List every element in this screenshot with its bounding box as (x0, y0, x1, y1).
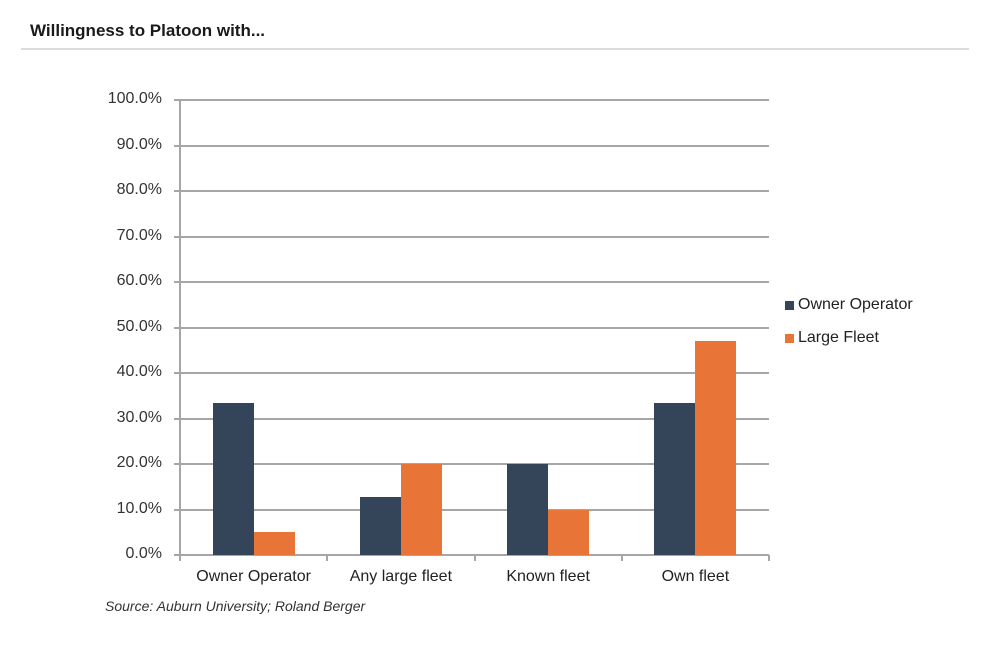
gridline (174, 281, 769, 283)
gridline (174, 235, 769, 238)
legend-item: Large Fleet (785, 329, 879, 347)
y-axis (179, 99, 181, 556)
x-category-label: Any large fleet (349, 568, 453, 585)
legend-label: Large Fleet (798, 329, 879, 346)
gridline (174, 554, 769, 556)
bar-large-fleet (548, 509, 590, 555)
y-tick-label: 70.0% (116, 226, 162, 244)
gridline (174, 326, 769, 329)
x-tick (179, 555, 181, 561)
bar-large-fleet (400, 464, 442, 555)
bar-owner-operator (212, 403, 254, 555)
y-tick-label: 0.0% (125, 545, 162, 562)
bar-owner-operator (654, 403, 696, 555)
gridline (174, 372, 769, 374)
gridline (174, 508, 769, 511)
x-category-label: Owner Operator (196, 568, 311, 585)
x-tick (768, 555, 770, 561)
bar-large-fleet (253, 531, 295, 555)
y-tick-label: 30.0% (116, 408, 162, 426)
y-tick-label: 90.0% (116, 135, 162, 153)
y-tick-label: 100.0% (107, 90, 162, 107)
y-tick-label: 20.0% (116, 454, 162, 471)
page-title: Willingness to Platoon with... (30, 21, 266, 40)
x-tick (620, 555, 623, 561)
x-category-label: Own fleet (661, 568, 730, 585)
x-tick (326, 555, 329, 561)
legend-label: Owner Operator (798, 296, 913, 313)
x-category-label: Known fleet (506, 568, 590, 585)
source-note: Source: Auburn University; Roland Berger (105, 598, 366, 614)
gridline (174, 463, 769, 465)
title-divider (21, 48, 969, 50)
bar-large-fleet (695, 340, 737, 555)
gridline (174, 190, 769, 192)
y-tick-label: 60.0% (116, 272, 162, 289)
x-tick (473, 555, 476, 561)
y-tick-label: 40.0% (116, 363, 162, 380)
legend-swatch-icon (785, 300, 794, 310)
gridline (174, 417, 769, 420)
legend-item: Owner Operator (785, 296, 913, 314)
legend-swatch-icon (785, 333, 794, 343)
bar-owner-operator (507, 464, 549, 555)
gridline (174, 99, 769, 101)
bar-owner-operator (359, 497, 401, 555)
y-tick-label: 50.0% (116, 317, 162, 335)
y-tick-label: 10.0% (116, 499, 162, 517)
y-tick-label: 80.0% (116, 181, 162, 198)
gridline (174, 144, 769, 147)
